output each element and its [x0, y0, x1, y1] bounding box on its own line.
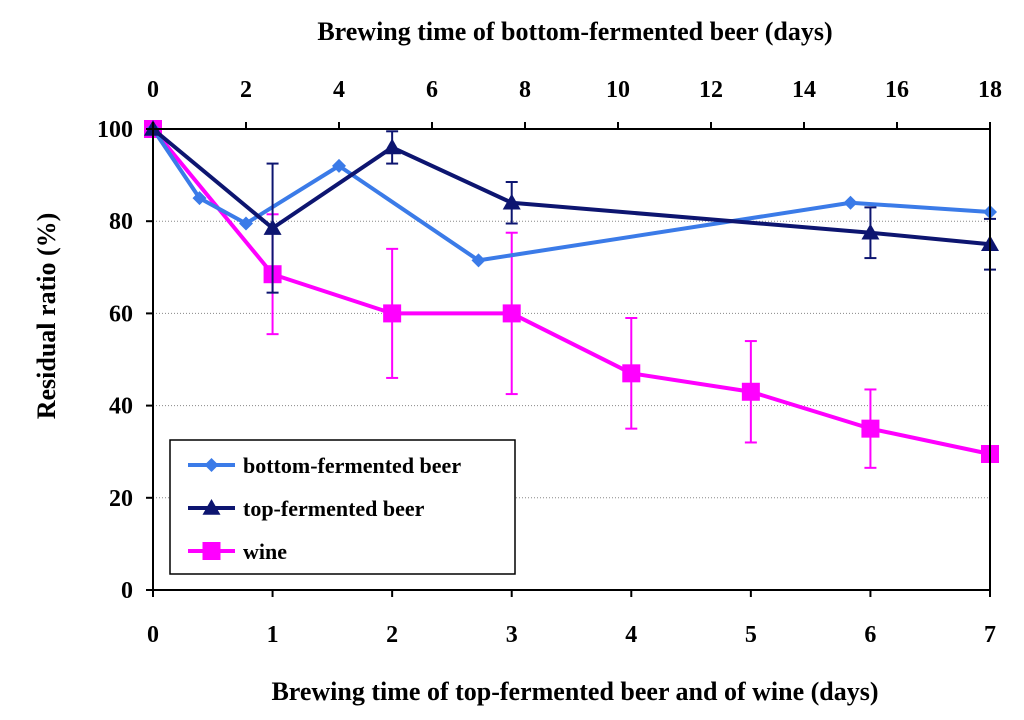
- data-point: [741, 382, 760, 401]
- data-point: [383, 304, 402, 323]
- data-point: [263, 219, 282, 235]
- y-axis-title: Residual ratio (%): [32, 213, 61, 420]
- x-top-tick-label: 12: [699, 77, 723, 103]
- x-top-tick-label: 16: [885, 77, 909, 103]
- data-point: [383, 138, 402, 155]
- x-bottom-tick-label: 4: [625, 622, 637, 648]
- x-top-tick-label: 2: [240, 77, 252, 103]
- x-top-tick-label: 0: [147, 77, 159, 103]
- x-bottom-tick-label: 2: [386, 622, 398, 648]
- series-line: [151, 127, 991, 456]
- legend-label: wine: [243, 539, 287, 564]
- x-bottom-tick-label: 6: [864, 622, 876, 648]
- x-top-tick-label: 4: [333, 77, 345, 103]
- data-point: [471, 253, 486, 268]
- data-point: [502, 304, 521, 323]
- y-tick-label: 80: [109, 209, 133, 235]
- legend-label: top-fermented beer: [243, 496, 425, 521]
- x-bottom-tick-label: 3: [506, 622, 518, 648]
- legend-marker: [204, 458, 219, 472]
- legend-marker: [202, 499, 221, 515]
- x-top-tick-label: 18: [978, 77, 1002, 103]
- legend-label: bottom-fermented beer: [243, 453, 461, 478]
- data-point: [861, 419, 880, 438]
- top-axis-title: Brewing time of bottom-fermented beer (d…: [317, 17, 832, 46]
- plot-frame: [152, 128, 991, 591]
- data-point: [502, 193, 521, 210]
- x-bottom-tick-label: 0: [147, 622, 159, 648]
- x-top-tick-label: 6: [426, 77, 438, 103]
- y-tick-label: 60: [109, 301, 133, 327]
- data-point: [861, 223, 880, 240]
- legend: bottom-fermented beer top-fermented beer w…: [169, 439, 516, 575]
- data-point: [843, 195, 858, 210]
- y-tick-label: 0: [121, 578, 133, 604]
- legend-marker: [202, 542, 221, 560]
- y-tick-label: 20: [109, 486, 133, 512]
- y-tick-label: 40: [109, 394, 133, 420]
- data-point: [332, 158, 346, 173]
- data-point: [192, 191, 207, 206]
- x-top-tick-label: 8: [519, 77, 531, 103]
- series-line: [151, 127, 991, 247]
- x-bottom-tick-label: 5: [745, 622, 757, 648]
- bottom-axis-title: Brewing time of top-fermented beer and o…: [271, 677, 878, 706]
- series-line: [151, 127, 991, 263]
- x-top-tick-label: 10: [606, 77, 630, 103]
- series-bottom-fermented-beer: [146, 122, 997, 268]
- series-top-fermented-beer: [144, 120, 999, 294]
- x-top-tick-label: 14: [792, 77, 816, 103]
- x-bottom-tick-label: 1: [267, 622, 279, 648]
- data-point: [239, 216, 253, 231]
- plot-area: [144, 120, 999, 469]
- y-tick-label: 100: [97, 117, 133, 143]
- data-point: [622, 364, 641, 383]
- series-wine: [144, 120, 999, 469]
- x-bottom-tick-label: 7: [984, 622, 996, 648]
